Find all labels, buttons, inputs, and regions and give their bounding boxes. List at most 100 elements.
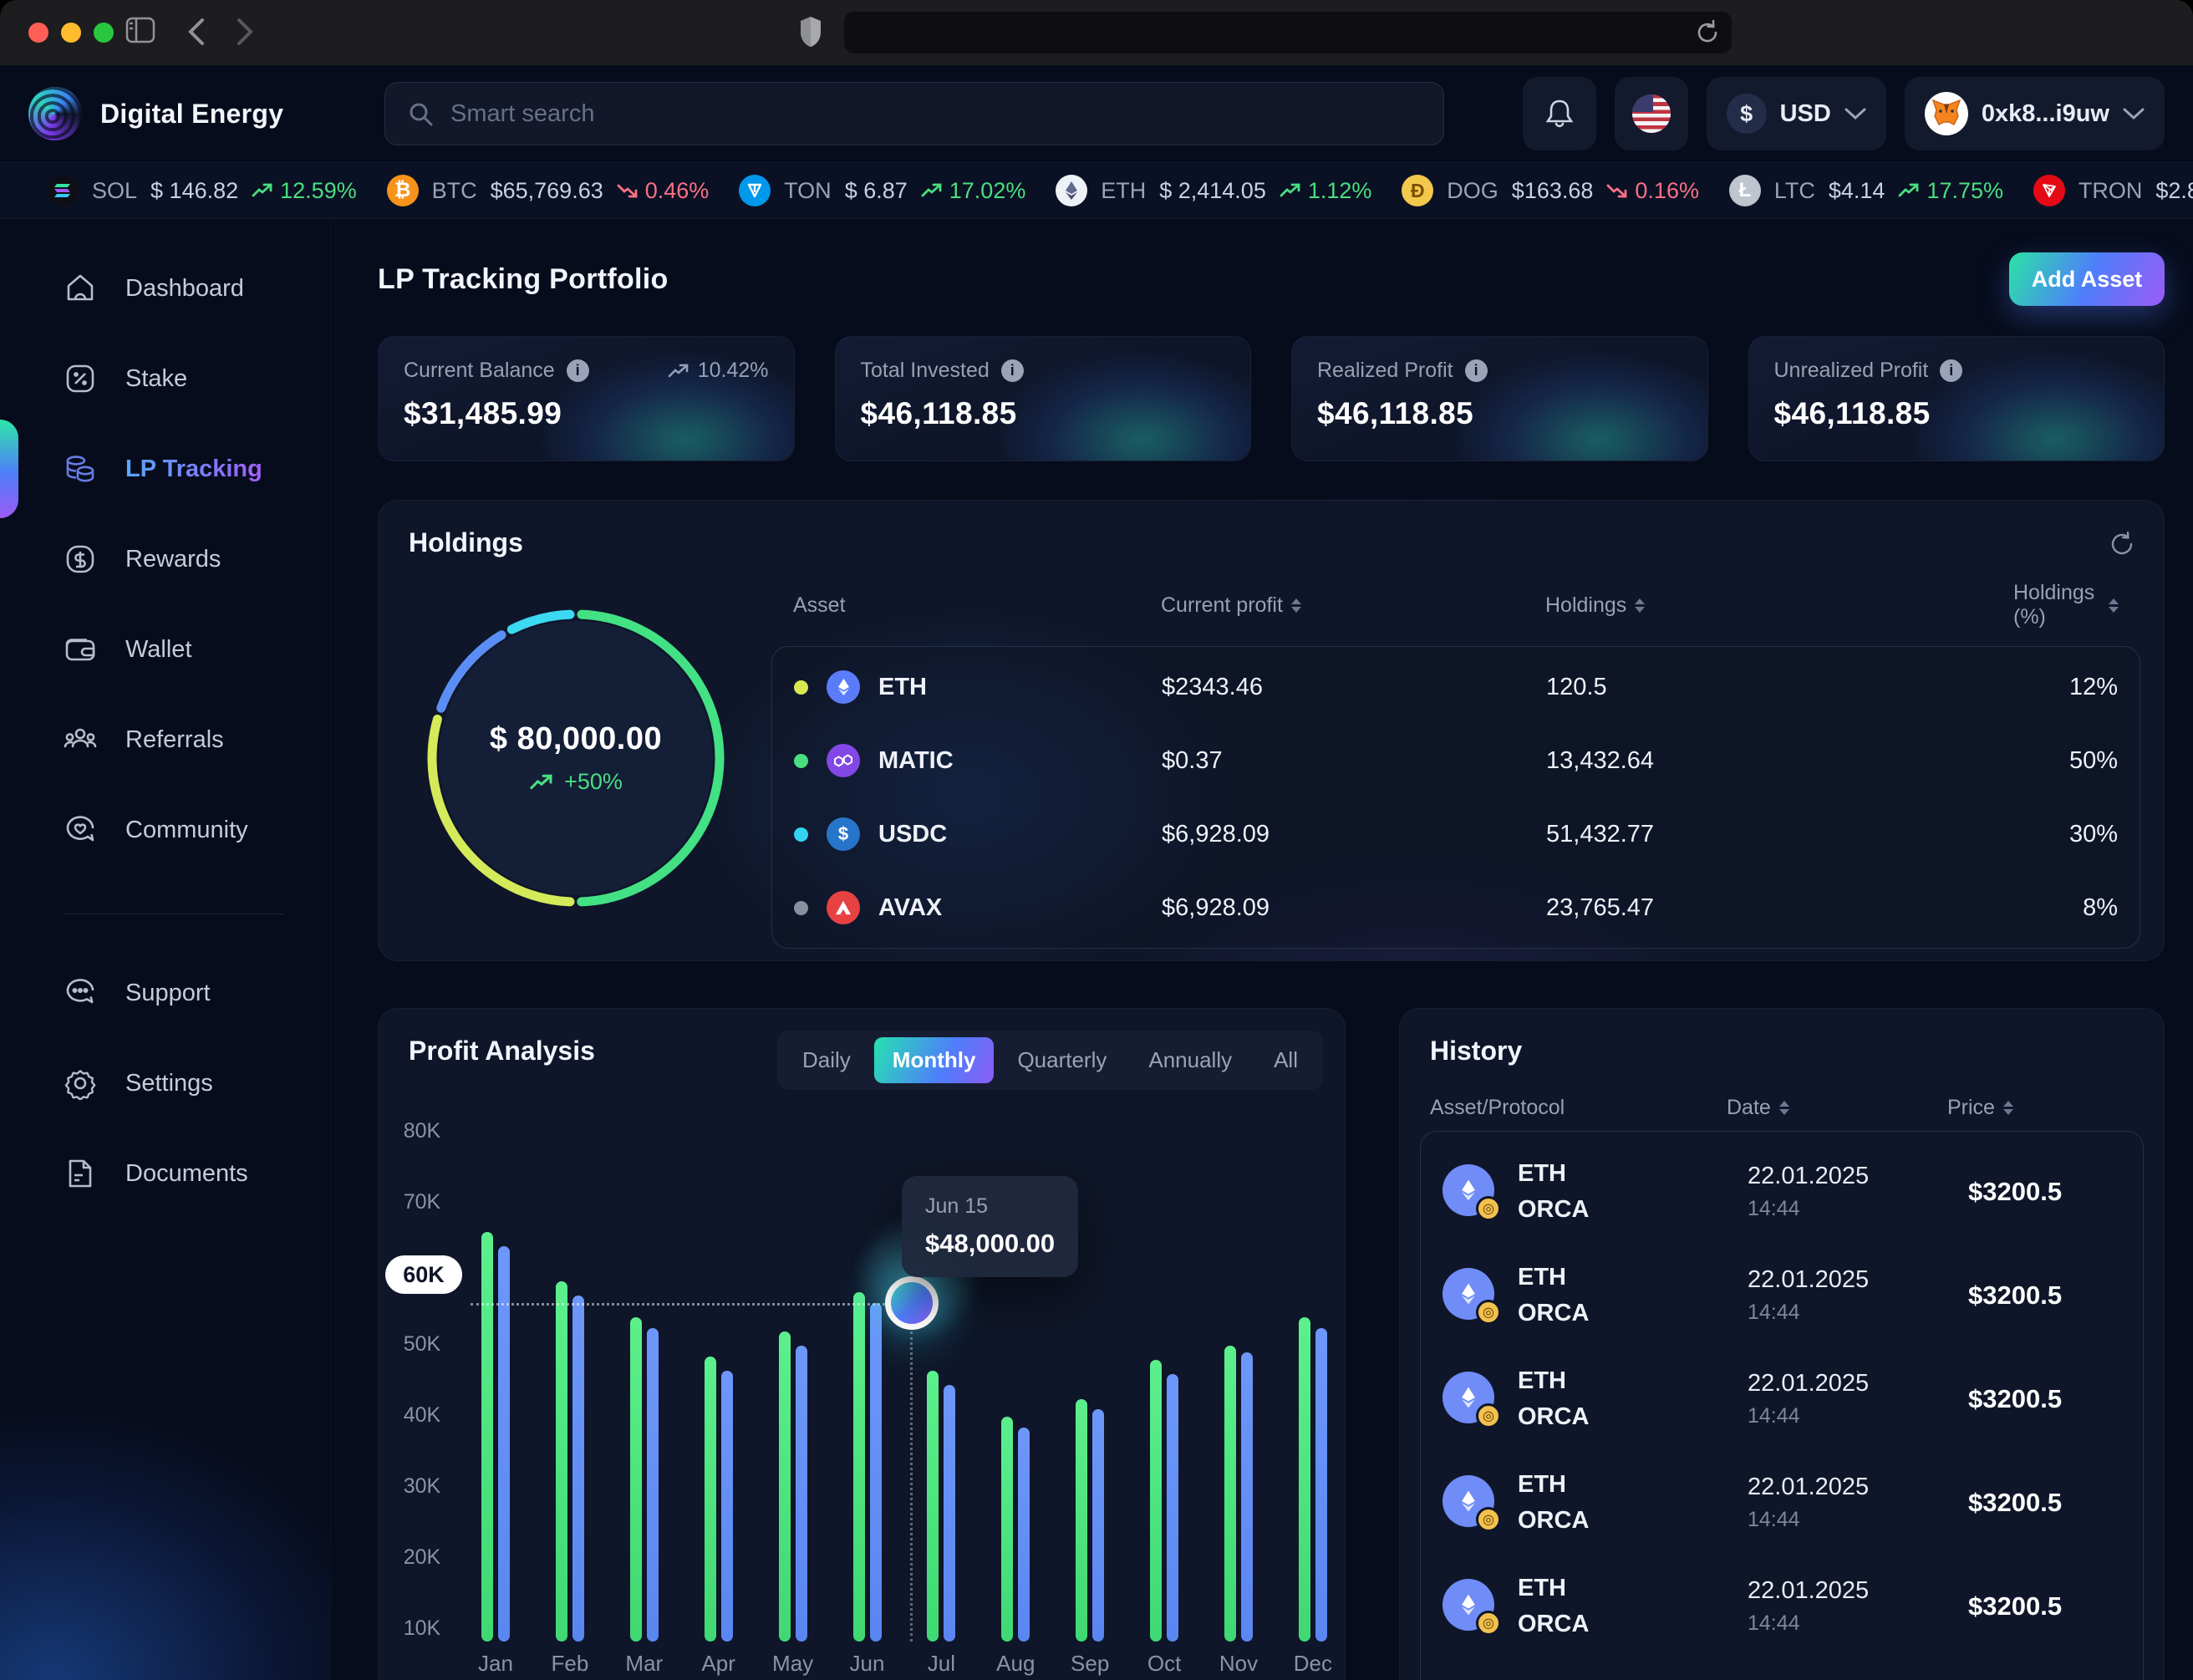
profit-analysis-card: Profit Analysis Daily Monthly Quarterly …: [378, 1008, 1346, 1680]
sort-price[interactable]: Price: [1947, 1096, 2134, 1120]
bar-group-sep[interactable]: [1076, 1009, 1104, 1642]
stat-label: Current Balance: [404, 359, 555, 383]
chart-marker[interactable]: [885, 1276, 939, 1330]
reload-icon[interactable]: [1695, 19, 1720, 46]
stat-label: Unrealized Profit: [1774, 359, 1929, 383]
legend-dot: [794, 827, 808, 842]
close-window-button[interactable]: [28, 23, 48, 43]
stat-card-unrealized-profit: Unrealized Profit i $46,118.85: [1748, 336, 2165, 461]
chart-tooltip: Jun 15 $48,000.00: [902, 1176, 1078, 1277]
ticker-item-sol[interactable]: SOL $ 146.82 12.59%: [47, 175, 357, 206]
sort-icon: [1635, 598, 1645, 613]
add-asset-button[interactable]: Add Asset: [2009, 252, 2165, 306]
wallet-chip[interactable]: 0xk8...i9uw: [1905, 77, 2165, 150]
bar-group-aug[interactable]: [1001, 1009, 1030, 1642]
sidebar-item-support[interactable]: Support: [0, 948, 330, 1038]
header-actions: $ USD 0xk8...i9uw: [1523, 77, 2165, 150]
sidebar-item-community[interactable]: Community: [0, 785, 330, 875]
coins-icon: [64, 452, 97, 486]
zoom-window-button[interactable]: [94, 23, 114, 43]
x-axis-label: Oct: [1127, 1651, 1202, 1677]
bar-blue: [870, 1303, 882, 1642]
sidebar-item-settings[interactable]: Settings: [0, 1038, 330, 1128]
refresh-icon[interactable]: [2109, 531, 2135, 557]
ticker-item-dog[interactable]: Đ DOG $163.68 0.16%: [1402, 175, 1699, 206]
bar-green: [853, 1292, 865, 1642]
sort-date[interactable]: Date: [1727, 1096, 1947, 1120]
bar-group-dec[interactable]: [1299, 1009, 1327, 1642]
bar-group-feb[interactable]: [556, 1009, 584, 1642]
table-row[interactable]: MATIC $0.37 13,432.64 50%: [772, 724, 2140, 797]
forward-icon[interactable]: [236, 17, 254, 47]
sol-icon: [47, 175, 79, 206]
notifications-button[interactable]: [1523, 77, 1596, 150]
info-icon[interactable]: i: [1940, 359, 1962, 382]
url-bar[interactable]: [844, 12, 1732, 53]
stat-trend: 10.42%: [698, 359, 769, 383]
x-axis-label: Jun: [830, 1651, 905, 1677]
table-row[interactable]: $USDC $6,928.09 51,432.77 30%: [772, 797, 2140, 871]
chevron-down-icon: [1844, 107, 1866, 120]
sidebar: Dashboard Stake LP Tracking Rewards Wall…: [0, 219, 331, 1680]
stat-value: $46,118.85: [1317, 396, 1682, 431]
sidebar-item-referrals[interactable]: Referrals: [0, 695, 330, 785]
sidebar-item-wallet[interactable]: Wallet: [0, 604, 330, 695]
minimize-window-button[interactable]: [61, 23, 81, 43]
chat-heart-icon: [64, 813, 97, 847]
holdings-table-header: Asset Current profit Holdings Holdings (…: [771, 581, 2140, 629]
sidebar-item-rewards[interactable]: Rewards: [0, 514, 330, 604]
currency-select[interactable]: $ USD: [1707, 77, 1886, 150]
sidebar-toggle-icon[interactable]: [125, 17, 155, 43]
back-icon[interactable]: [187, 17, 206, 47]
bar-group-nov[interactable]: [1224, 1009, 1253, 1642]
ticker-item-ltc[interactable]: Ł LTC $4.14 17.75%: [1729, 175, 2003, 206]
ticker-item-tron[interactable]: TRON $2.8: [2033, 175, 2193, 206]
table-row[interactable]: ◎ETHORCA22.01.202514:44$3200.5: [1421, 1347, 2143, 1451]
language-button[interactable]: [1615, 77, 1688, 150]
x-axis-label: Dec: [1275, 1651, 1346, 1677]
stat-value: $31,485.99: [404, 396, 769, 431]
table-row[interactable]: ◎ETHORCA22.01.202514:44$3200.5: [1421, 1555, 2143, 1658]
table-row[interactable]: ◎ETHORCA22.01.202514:44$3200.5: [1421, 1140, 2143, 1244]
shield-icon[interactable]: [799, 15, 822, 48]
table-row[interactable]: ◎ETHORCA22.01.202514:44$3200.5: [1421, 1658, 2143, 1680]
ton-icon: [739, 175, 771, 206]
bar-group-oct[interactable]: [1150, 1009, 1178, 1642]
x-axis-label: May: [756, 1651, 831, 1677]
dollar-square-icon: [64, 542, 97, 576]
info-icon[interactable]: i: [1465, 359, 1488, 382]
sort-holdings-pct[interactable]: Holdings (%): [2013, 581, 2119, 629]
sidebar-item-stake[interactable]: Stake: [0, 333, 330, 424]
table-row[interactable]: AVAX $6,928.09 23,765.47 8%: [772, 871, 2140, 944]
bar-green: [1001, 1417, 1013, 1642]
search-icon: [407, 100, 434, 127]
ltc-icon: Ł: [1729, 175, 1761, 206]
bar-group-mar[interactable]: [630, 1009, 659, 1642]
usdc-coin-icon: $: [827, 817, 860, 851]
tooltip-vline: [910, 1331, 913, 1642]
bar-group-apr[interactable]: [705, 1009, 733, 1642]
ticker-item-btc[interactable]: ₿ BTC $65,769.63 0.46%: [387, 175, 710, 206]
matic-coin-icon: [827, 744, 860, 777]
bar-group-jan[interactable]: [481, 1009, 510, 1642]
sort-current-profit[interactable]: Current profit: [1161, 593, 1545, 618]
bar-green: [1299, 1317, 1310, 1642]
brand-logo-icon: [28, 87, 82, 140]
brand-name: Digital Energy: [100, 99, 283, 130]
eth-coin-icon: [827, 670, 860, 704]
sidebar-item-dashboard[interactable]: Dashboard: [0, 243, 330, 333]
table-row[interactable]: ◎ETHORCA22.01.202514:44$3200.5: [1421, 1244, 2143, 1347]
bar-group-may[interactable]: [779, 1009, 807, 1642]
ticker-item-ton[interactable]: TON $ 6.87 17.02%: [739, 175, 1025, 206]
stat-card-realized-profit: Realized Profit i $46,118.85: [1291, 336, 1708, 461]
sidebar-item-documents[interactable]: Documents: [0, 1128, 330, 1219]
ticker-item-eth[interactable]: ETH $ 2,414.05 1.12%: [1056, 175, 1371, 206]
info-icon[interactable]: i: [1001, 359, 1024, 382]
table-row[interactable]: ◎ETHORCA22.01.202514:44$3200.5: [1421, 1451, 2143, 1555]
sidebar-item-lp-tracking[interactable]: LP Tracking: [0, 424, 330, 514]
bar-green: [1150, 1360, 1162, 1642]
sort-holdings[interactable]: Holdings: [1545, 593, 2013, 618]
table-row[interactable]: ETH $2343.46 120.5 12%: [772, 650, 2140, 724]
info-icon[interactable]: i: [567, 359, 589, 382]
search-input[interactable]: Smart search: [384, 82, 1444, 145]
